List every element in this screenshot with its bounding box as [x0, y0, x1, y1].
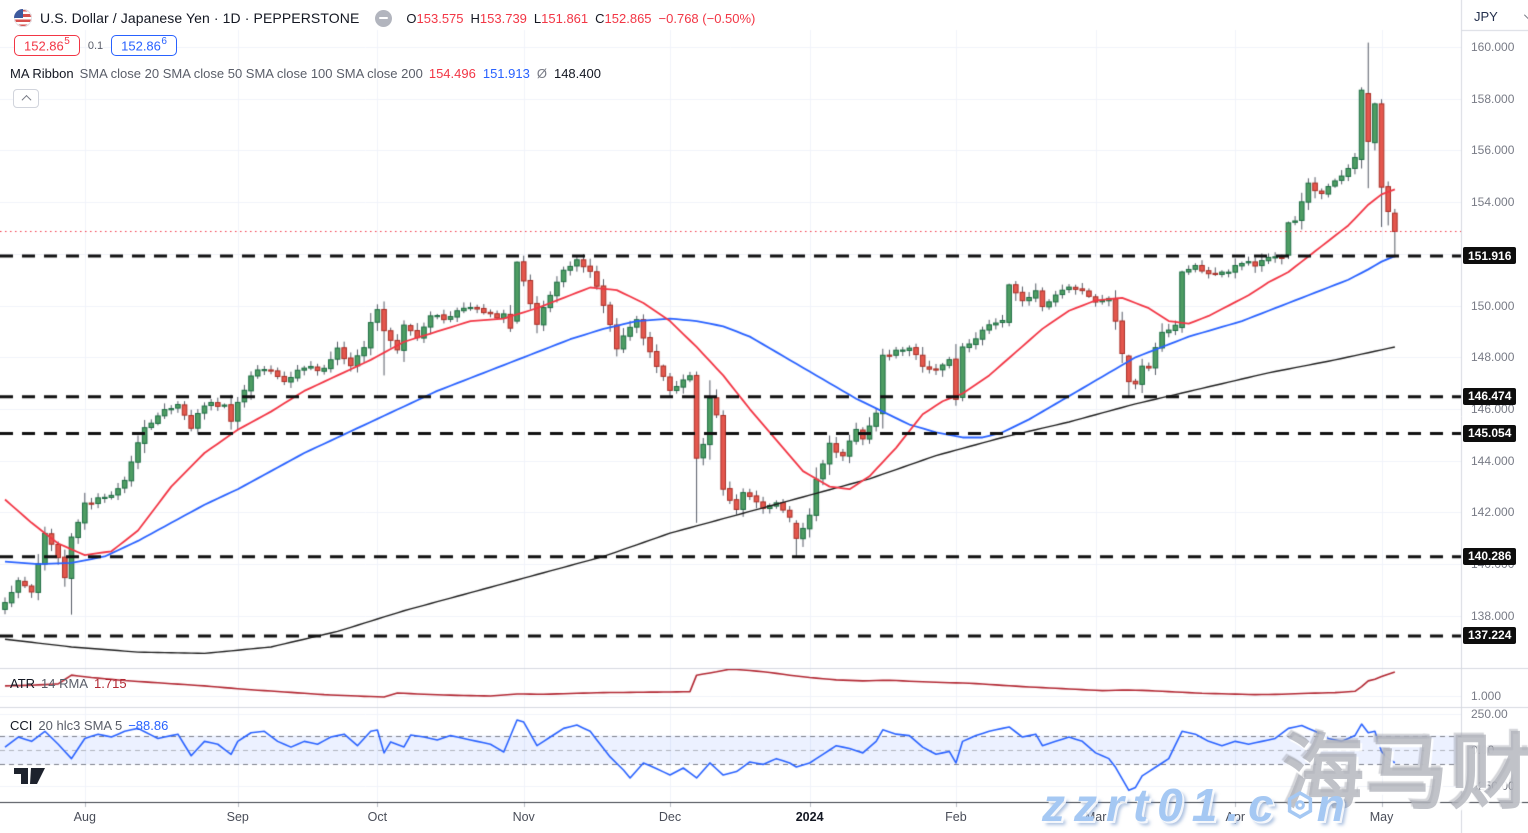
ma-value: Ø: [536, 66, 547, 81]
time-axis-label: Oct: [367, 810, 388, 824]
chevron-down-icon: [1523, 9, 1528, 20]
sell-price-button[interactable]: 152.865: [14, 35, 80, 57]
time-axis[interactable]: Aug Sep Oct Nov Dec 2024 Feb Mar Apr May: [0, 803, 1461, 833]
market-status-icon[interactable]: [375, 9, 393, 27]
atr-tick-label: 1.000: [1471, 689, 1502, 703]
time-axis-label: Aug: [73, 810, 96, 824]
time-axis-label: Feb: [945, 810, 967, 824]
cci-tick-label: −250.00: [1471, 779, 1515, 793]
watermark-domain: zzrt01.c n: [1042, 778, 1354, 832]
chevron-up-icon: [21, 94, 31, 105]
ma-ribbon-legend[interactable]: MA Ribbon SMA close 20 SMA close 50 SMA …: [10, 66, 601, 81]
watermark-domain-post: n: [1316, 779, 1354, 831]
price-level-badge: 140.286: [1463, 547, 1517, 565]
ohlc-item: C152.865: [595, 10, 652, 26]
price-level-badge: 146.474: [1463, 387, 1517, 405]
atr-title: ATR: [10, 676, 36, 691]
sell-price-pip: 5: [64, 36, 70, 47]
usdjpy-flag-icon: [14, 9, 32, 27]
price-tick-label: 154.000: [1471, 195, 1515, 210]
currency-label: JPY: [1474, 8, 1498, 24]
minus-icon: [379, 17, 389, 19]
cci-params: 20 hlc3 SMA 5: [38, 718, 123, 733]
cci-tick-label: 250.00: [1471, 707, 1508, 721]
ohlc-change: −0.768 (−0.50%): [658, 10, 756, 26]
ma-ribbon-values: 154.496 151.913 Ø 148.400: [429, 66, 601, 81]
price-tick-label: 146.000: [1471, 402, 1515, 417]
ohlc-item: O153.575: [406, 10, 464, 26]
watermark-cjk: 海马财经: [1282, 728, 1528, 819]
ma-ribbon-params: SMA close 20 SMA close 50 SMA close 100 …: [79, 66, 423, 81]
price-level-badge: 137.224: [1463, 626, 1517, 644]
ma-value: 148.400: [553, 66, 601, 81]
ohlc-item: L151.861: [533, 10, 589, 26]
price-axis[interactable]: 160.000158.000156.000154.000152.000150.0…: [1462, 0, 1528, 833]
price-tick-label: 138.000: [1471, 608, 1515, 623]
price-tick-label: 142.000: [1471, 505, 1515, 520]
price-tick-label: 144.000: [1471, 453, 1515, 468]
ohlc-readout: O153.575 H153.739 L151.861 C152.865 −0.768 (…: [406, 11, 755, 26]
atr-value: 1.715: [94, 676, 127, 691]
sell-price: 152.86: [24, 38, 64, 54]
symbol-title[interactable]: U.S. Dollar / Japanese Yen · 1D · PEPPER…: [40, 10, 360, 26]
time-axis-label: 2024: [795, 810, 824, 824]
time-axis-label: May: [1369, 810, 1394, 824]
collapse-legend-button[interactable]: [13, 89, 39, 108]
time-axis-label: Sep: [226, 810, 249, 824]
cci-legend[interactable]: CCI 20 hlc3 SMA 5 −88.86: [10, 718, 168, 733]
ma-value: 151.913: [482, 66, 530, 81]
price-tick-label: 160.000: [1471, 40, 1515, 54]
price-level-badge: 151.916: [1463, 247, 1517, 265]
time-axis-label: Apr: [1225, 810, 1245, 824]
ma-ribbon-title: MA Ribbon: [10, 66, 74, 81]
buy-price-pip: 6: [161, 36, 167, 47]
time-axis-label: Mar: [1084, 810, 1107, 824]
cci-tick-label: 0.00: [1471, 743, 1495, 757]
atr-legend[interactable]: ATR 14 RMA 1.715: [10, 676, 127, 691]
price-tick-label: 150.000: [1471, 298, 1515, 313]
symbol-legend: U.S. Dollar / Japanese Yen · 1D · PEPPER…: [14, 8, 755, 28]
time-axis-label: Nov: [512, 810, 535, 824]
cci-value: −88.86: [128, 718, 169, 733]
price-tick-label: 156.000: [1471, 143, 1515, 158]
ohlc-item: H153.739: [470, 10, 527, 26]
price-level-badge: 145.054: [1463, 424, 1517, 442]
cci-title: CCI: [10, 718, 33, 733]
atr-params: 14 RMA: [41, 676, 89, 691]
tradingview-logo[interactable]: [13, 764, 47, 788]
hexagon-icon: [1287, 790, 1312, 820]
price-tick-label: 148.000: [1471, 350, 1515, 365]
price-axis-currency-dropdown[interactable]: JPY: [1465, 4, 1528, 28]
price-tick-label: 158.000: [1471, 91, 1515, 106]
watermark-domain-pre: zzrt01.c: [1042, 779, 1283, 831]
ma-value: 154.496: [428, 66, 476, 81]
buy-price-button[interactable]: 152.866: [111, 35, 177, 57]
quote-row: 152.865 0.1 152.866: [14, 35, 177, 57]
spread-value: 0.1: [87, 39, 104, 52]
buy-price: 152.86: [121, 38, 161, 54]
time-axis-label: Dec: [658, 810, 682, 824]
